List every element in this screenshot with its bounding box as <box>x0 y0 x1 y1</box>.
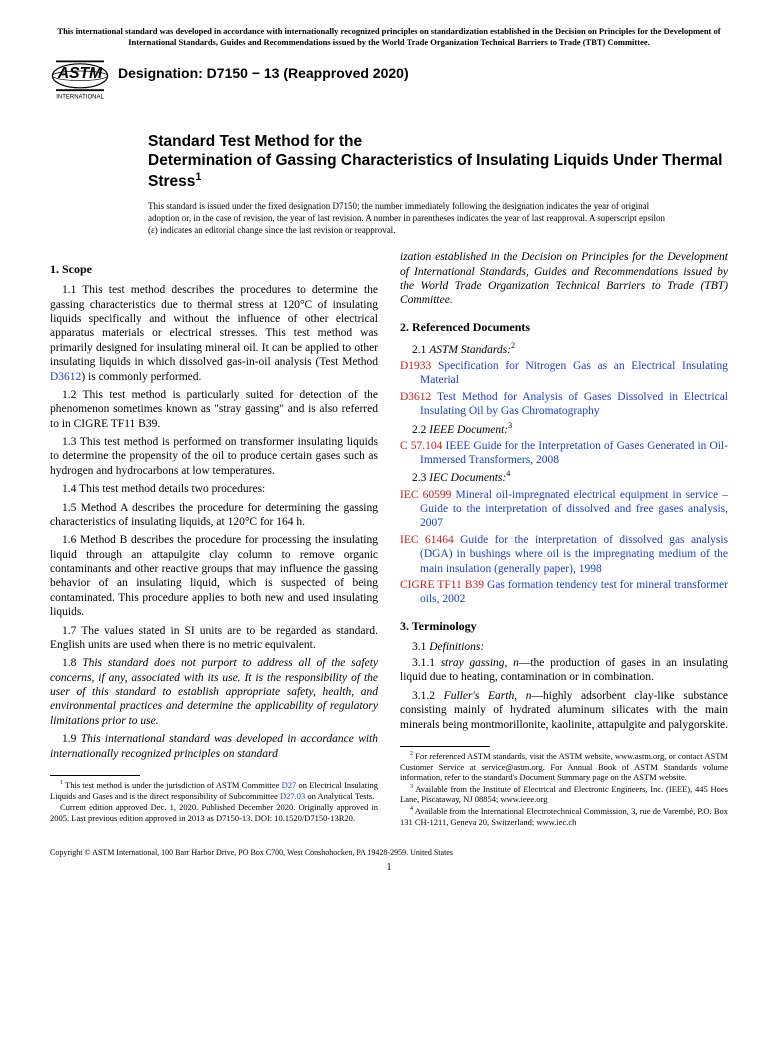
issue-note: This standard is issued under the fixed … <box>148 201 668 236</box>
link-60599[interactable]: IEC 60599 <box>400 489 451 501</box>
ref-61464: IEC 61464 Guide for the interpretation o… <box>400 533 728 576</box>
ref-cigre: CIGRE TF11 B39 Gas formation tendency te… <box>400 578 728 607</box>
sub-3-1: 3.1 Definitions: <box>412 640 728 654</box>
section-3-head: 3. Terminology <box>400 619 728 634</box>
section-2-head: 2. Referenced Documents <box>400 320 728 335</box>
astm-logo: ASTM INTERNATIONAL <box>50 59 110 111</box>
header-row: ASTM INTERNATIONAL Designation: D7150 − … <box>50 57 728 111</box>
para-1-7: 1.7 The values stated in SI units are to… <box>50 624 378 653</box>
section-1-head: 1. Scope <box>50 262 378 277</box>
sub-2-2: 2.2 IEEE Document:3 <box>412 421 728 437</box>
para-1-1: 1.1 This test method describes the proce… <box>50 283 378 384</box>
column-left: 1. Scope 1.1 This test method describes … <box>50 250 378 828</box>
link-d1933[interactable]: D1933 <box>400 360 431 372</box>
tbt-notice: This international standard was develope… <box>50 26 728 49</box>
link-cigre[interactable]: CIGRE TF11 B39 <box>400 579 484 591</box>
link-61464[interactable]: IEC 61464 <box>400 534 454 546</box>
para-1-8: 1.8 This standard does not purport to ad… <box>50 656 378 728</box>
para-1-4: 1.4 This test method details two procedu… <box>50 482 378 496</box>
ref-c57: C 57.104 IEEE Guide for the Interpretati… <box>400 439 728 468</box>
para-1-3: 1.3 This test method is performed on tra… <box>50 435 378 478</box>
main-title: Standard Test Method for the Determinati… <box>148 133 728 191</box>
para-1-5: 1.5 Method A describes the procedure for… <box>50 501 378 530</box>
ref-60599: IEC 60599 Mineral oil-impregnated electr… <box>400 488 728 531</box>
para-1-6: 1.6 Method B describes the procedure for… <box>50 533 378 619</box>
para-3-1-2: 3.1.2 Fuller's Earth, n—highly adsorbent… <box>400 689 728 732</box>
link-d3612-inline[interactable]: D3612 <box>50 371 81 383</box>
footnote-4: 4 Available from the International Elect… <box>400 806 728 827</box>
footnote-3: 3 Available from the Institute of Electr… <box>400 784 728 805</box>
designation-block: Designation: D7150 − 13 (Reapproved 2020… <box>118 65 409 83</box>
ref-d1933: D1933 Specification for Nitrogen Gas as … <box>400 359 728 388</box>
para-1-9-cont: ization established in the Decision on P… <box>400 250 728 308</box>
sub-2-1: 2.1 ASTM Standards:2 <box>412 341 728 357</box>
link-c57[interactable]: C 57.104 <box>400 440 442 452</box>
designation-text: Designation: D7150 − 13 (Reapproved 2020… <box>118 65 409 83</box>
link-d27-03[interactable]: D27.03 <box>280 791 305 801</box>
footnote-rule-right <box>400 746 490 747</box>
title-block: Standard Test Method for the Determinati… <box>148 133 728 236</box>
logo-intl-text: INTERNATIONAL <box>56 95 104 101</box>
link-d3612[interactable]: D3612 <box>400 391 431 403</box>
link-d27[interactable]: D27 <box>282 780 297 790</box>
copyright-line: Copyright © ASTM International, 100 Barr… <box>50 848 728 858</box>
footnote-1: 1 This test method is under the jurisdic… <box>50 780 378 801</box>
sub-2-3: 2.3 IEC Documents:4 <box>412 469 728 485</box>
page-number: 1 <box>50 862 728 875</box>
body-columns: 1. Scope 1.1 This test method describes … <box>50 250 728 828</box>
ref-d3612: D3612 Test Method for Analysis of Gases … <box>400 390 728 419</box>
para-3-1-1: 3.1.1 stray gassing, n—the production of… <box>400 656 728 685</box>
column-right: ization established in the Decision on P… <box>400 250 728 828</box>
footnote-2: 2 For referenced ASTM standards, visit t… <box>400 751 728 783</box>
footnote-1-cont: Current edition approved Dec. 1, 2020. P… <box>50 802 378 823</box>
para-1-9: 1.9 This international standard was deve… <box>50 732 378 761</box>
para-1-2: 1.2 This test method is particularly sui… <box>50 388 378 431</box>
footnote-rule-left <box>50 775 140 776</box>
